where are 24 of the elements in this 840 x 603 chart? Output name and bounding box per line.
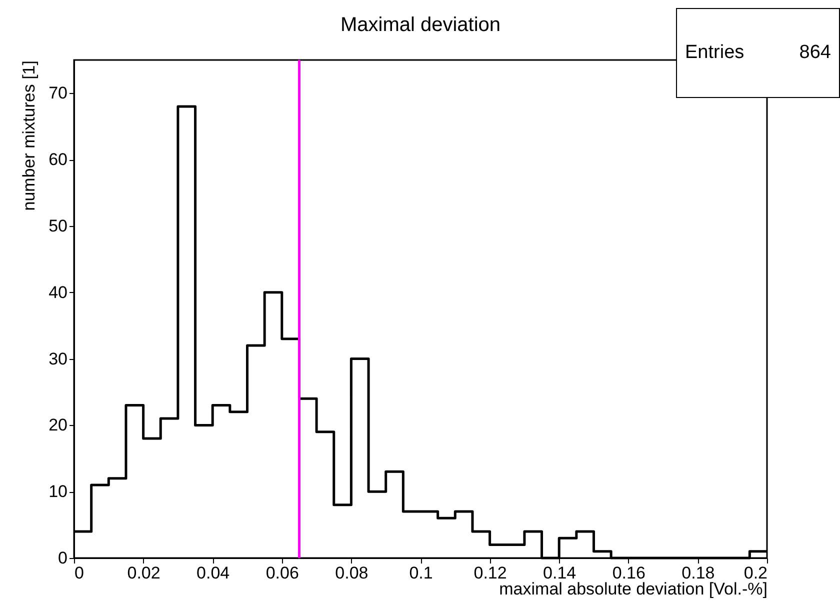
y-tick-label: 70 xyxy=(48,84,68,103)
y-tick-label: 0 xyxy=(58,548,68,568)
x-tick-label: 0 xyxy=(74,564,84,582)
y-tick-label: 20 xyxy=(48,416,68,435)
x-tick-label: 0.14 xyxy=(543,564,576,582)
y-tick-label: 10 xyxy=(48,482,68,502)
annotation: Entries xyxy=(685,42,744,64)
chart-title: Maximal deviation xyxy=(340,14,501,36)
x-tick-label: 0.1 xyxy=(409,564,433,582)
x-tick-label: 0.18 xyxy=(682,564,715,582)
x-tick-label: 0.16 xyxy=(612,564,646,582)
x-tick-label: 0.04 xyxy=(196,564,230,582)
y-axis-title: number mixtures [1] xyxy=(20,60,39,211)
stats-box: Entries 864 xyxy=(676,8,840,98)
y-tick-label: 40 xyxy=(48,282,68,302)
x-tick-label: 0.12 xyxy=(474,564,507,582)
y-tick-label: 60 xyxy=(48,150,68,170)
x-tick-label: 0.2 xyxy=(744,564,768,582)
y-tick-label: 30 xyxy=(48,349,68,368)
y-tick-label: 50 xyxy=(48,216,68,236)
x-tick-label: 0.02 xyxy=(127,564,160,582)
x-tick-label: 0.08 xyxy=(335,564,368,582)
x-tick-label: 0.06 xyxy=(266,564,299,582)
x-axis-title: maximal absolute deviation [Vol.-%] xyxy=(499,580,768,598)
